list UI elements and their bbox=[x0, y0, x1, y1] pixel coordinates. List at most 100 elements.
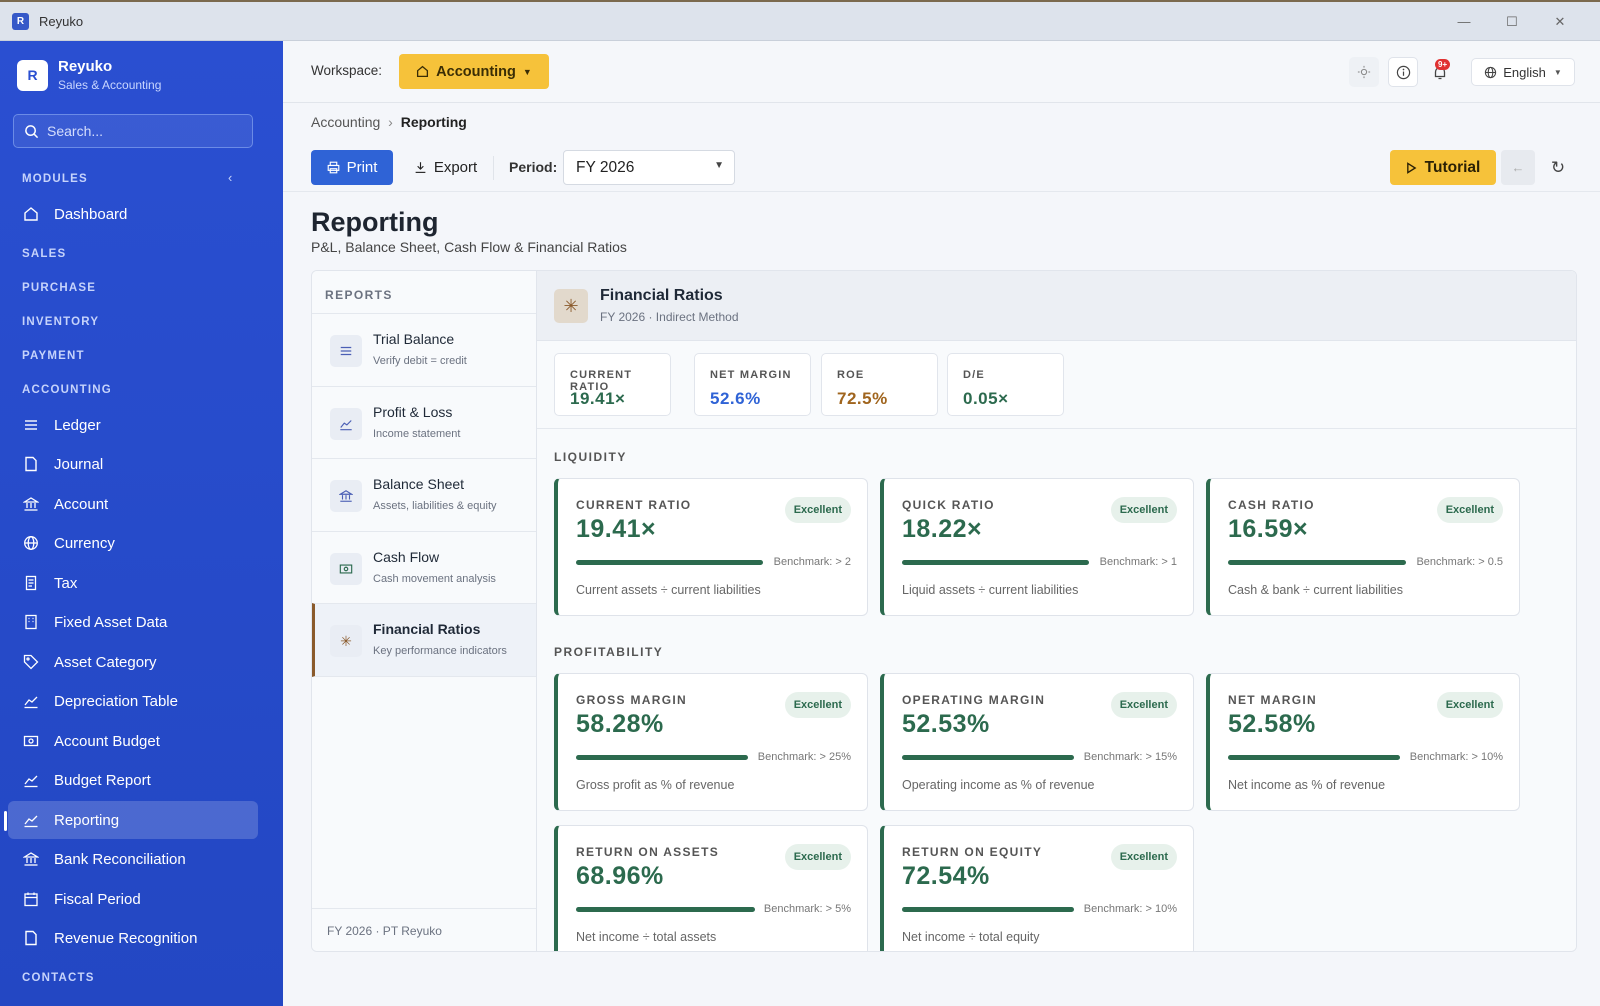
period-select[interactable]: FY 2026 ▼ bbox=[563, 150, 735, 185]
card-value: 19.41× bbox=[576, 515, 657, 543]
minimize-button[interactable]: — bbox=[1457, 14, 1471, 29]
theme-toggle[interactable] bbox=[1349, 57, 1379, 87]
workspace-selector[interactable]: Accounting ▼ bbox=[399, 54, 549, 89]
card-description: Liquid assets ÷ current liabilities bbox=[902, 583, 1079, 597]
card-benchmark: Benchmark: > 5% bbox=[763, 903, 851, 915]
kpi-label: D/E bbox=[963, 369, 985, 381]
refresh-button[interactable]: ↻ bbox=[1541, 150, 1575, 185]
section-accounting[interactable]: ACCOUNTING bbox=[22, 384, 112, 396]
sidebar-item-reporting[interactable]: Reporting bbox=[8, 801, 258, 839]
chart-line-icon bbox=[22, 692, 40, 710]
print-label: Print bbox=[346, 159, 378, 176]
report-subtitle: Cash movement analysis bbox=[373, 573, 496, 585]
calendar-icon bbox=[22, 890, 40, 908]
workspace-name: Accounting bbox=[436, 63, 516, 80]
language-label: English bbox=[1503, 64, 1546, 80]
brand: R Reyuko Sales & Accounting bbox=[17, 58, 161, 92]
notifications-button[interactable]: 9+ bbox=[1430, 59, 1454, 85]
language-selector[interactable]: English ▼ bbox=[1471, 58, 1575, 86]
chevron-down-icon: ▼ bbox=[1553, 67, 1562, 77]
info-button[interactable] bbox=[1388, 57, 1418, 87]
document-icon bbox=[22, 929, 40, 947]
print-button[interactable]: Print bbox=[311, 150, 393, 185]
bank-icon bbox=[22, 495, 40, 513]
search-box[interactable] bbox=[13, 114, 253, 148]
report-item-cash-flow[interactable]: Cash Flow Cash movement analysis bbox=[312, 531, 536, 604]
report-item-financial-ratios[interactable]: ✳ Financial Ratios Key performance indic… bbox=[312, 603, 536, 677]
sidebar-item-depreciation-table[interactable]: Depreciation Table bbox=[8, 682, 258, 720]
status-badge: Excellent bbox=[784, 844, 851, 870]
sidebar-item-tax[interactable]: Tax bbox=[8, 564, 258, 602]
section-purchase[interactable]: PURCHASE bbox=[22, 282, 97, 294]
progress-bar bbox=[576, 755, 748, 760]
sidebar-item-ledger[interactable]: Ledger bbox=[8, 406, 258, 444]
card-return-on-equity: RETURN ON EQUITY Excellent 72.54% Benchm… bbox=[880, 825, 1194, 951]
sidebar-item-fiscal-period[interactable]: Fiscal Period bbox=[8, 880, 258, 918]
sidebar-item-label: Bank Reconciliation bbox=[54, 850, 186, 868]
status-badge: Excellent bbox=[1110, 692, 1177, 718]
bank-icon bbox=[330, 480, 362, 512]
status-badge: Excellent bbox=[1436, 497, 1503, 523]
sidebar-item-fixed-asset-data[interactable]: Fixed Asset Data bbox=[8, 603, 258, 641]
report-subtitle: Verify debit = credit bbox=[373, 355, 467, 367]
progress-bar bbox=[902, 755, 1074, 760]
sidebar-item-account-budget[interactable]: Account Budget bbox=[8, 722, 258, 760]
card-benchmark: Benchmark: > 0.5 bbox=[1416, 556, 1503, 568]
content-subtitle: FY 2026 · Indirect Method bbox=[600, 310, 739, 324]
card-operating-margin: OPERATING MARGIN Excellent 52.53% Benchm… bbox=[880, 673, 1194, 811]
sidebar-item-asset-category[interactable]: Asset Category bbox=[8, 643, 258, 681]
section-contacts[interactable]: CONTACTS bbox=[22, 972, 95, 984]
asterisk-icon: ✳ bbox=[330, 625, 362, 657]
sidebar-item-account[interactable]: Account bbox=[8, 485, 258, 523]
profitability-heading: PROFITABILITY bbox=[554, 645, 664, 659]
brand-name: Reyuko bbox=[58, 58, 113, 75]
topbar: Workspace: Accounting ▼ 9+ English ▼ bbox=[283, 41, 1600, 103]
sidebar-item-revenue-recognition[interactable]: Revenue Recognition bbox=[8, 919, 258, 957]
sidebar-item-dashboard[interactable]: Dashboard bbox=[8, 195, 258, 233]
back-button[interactable]: ← bbox=[1501, 150, 1535, 185]
report-title: Trial Balance bbox=[373, 331, 455, 347]
period-label: Period: bbox=[509, 159, 558, 175]
sidebar-item-bank-reconciliation[interactable]: Bank Reconciliation bbox=[8, 840, 258, 878]
card-value: 52.53% bbox=[902, 710, 990, 738]
report-item-balance-sheet[interactable]: Balance Sheet Assets, liabilities & equi… bbox=[312, 458, 536, 531]
maximize-button[interactable]: ☐ bbox=[1506, 13, 1518, 29]
tutorial-button[interactable]: Tutorial bbox=[1390, 150, 1496, 185]
close-button[interactable]: ✕ bbox=[1554, 13, 1566, 29]
sidebar-item-journal[interactable]: Journal bbox=[8, 445, 258, 483]
card-description: Net income as % of revenue bbox=[1228, 778, 1386, 792]
report-item-trial-balance[interactable]: Trial Balance Verify debit = credit bbox=[312, 313, 536, 386]
progress-bar bbox=[1228, 560, 1406, 565]
sidebar-item-label: Revenue Recognition bbox=[54, 929, 198, 947]
report-subtitle: Income statement bbox=[373, 428, 461, 440]
sidebar-item-label: Fiscal Period bbox=[54, 890, 141, 908]
app-logo-icon: R bbox=[12, 12, 29, 30]
card-description: Net income ÷ total assets bbox=[576, 930, 717, 944]
sidebar-item-budget-report[interactable]: Budget Report bbox=[8, 761, 258, 799]
receipt-icon bbox=[22, 574, 40, 592]
tag-icon bbox=[22, 653, 40, 671]
section-sales[interactable]: SALES bbox=[22, 248, 67, 260]
card-description: Operating income as % of revenue bbox=[902, 778, 1095, 792]
workspace-label: Workspace: bbox=[311, 63, 383, 78]
collapse-chevron-icon[interactable]: ‹ bbox=[228, 170, 233, 185]
search-input[interactable] bbox=[47, 123, 227, 139]
report-item-profit-loss[interactable]: Profit & Loss Income statement bbox=[312, 386, 536, 459]
sidebar-item-label: Tax bbox=[54, 574, 78, 592]
export-button[interactable]: Export bbox=[408, 150, 483, 185]
ratios-content: ✳ Financial Ratios FY 2026 · Indirect Me… bbox=[537, 271, 1576, 951]
sidebar: R Reyuko Sales & Accounting MODULES ‹ Da… bbox=[0, 41, 283, 1006]
reports-list: REPORTS Trial Balance Verify debit = cre… bbox=[312, 271, 537, 951]
chart-line-icon bbox=[22, 811, 40, 829]
breadcrumb-parent[interactable]: Accounting bbox=[311, 114, 381, 130]
sun-icon bbox=[1357, 65, 1371, 79]
kpi-value: 0.05× bbox=[963, 389, 1009, 408]
section-payment[interactable]: PAYMENT bbox=[22, 350, 85, 362]
notification-badge: 9+ bbox=[1435, 59, 1451, 70]
kpi-label: NET MARGIN bbox=[710, 369, 792, 381]
cash-icon bbox=[330, 553, 362, 585]
sidebar-item-currency[interactable]: Currency bbox=[8, 524, 258, 562]
section-inventory[interactable]: INVENTORY bbox=[22, 316, 100, 328]
document-icon bbox=[22, 455, 40, 473]
card-net-margin: NET MARGIN Excellent 52.58% Benchmark: >… bbox=[1206, 673, 1520, 811]
